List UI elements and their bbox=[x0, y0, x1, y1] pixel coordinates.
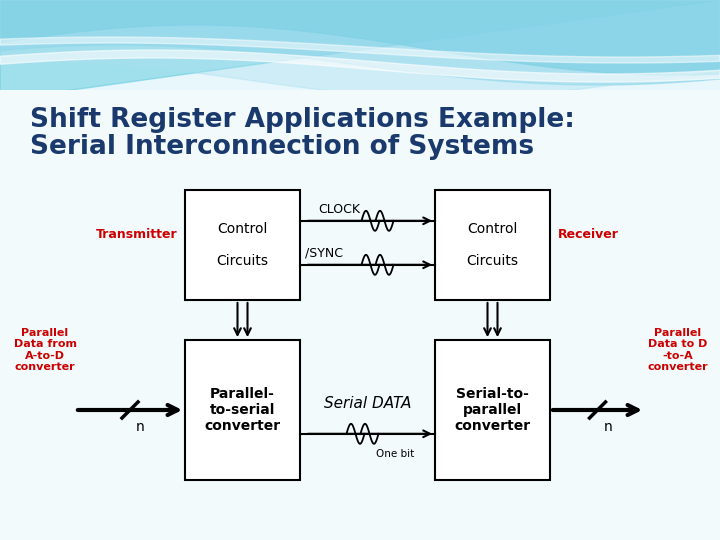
Text: One bit: One bit bbox=[376, 449, 414, 459]
Bar bbox=[0, 90, 720, 540]
Text: Serial Interconnection of Systems: Serial Interconnection of Systems bbox=[30, 134, 534, 160]
Polygon shape bbox=[0, 0, 720, 100]
Bar bbox=[185, 340, 300, 480]
Bar bbox=[185, 190, 300, 300]
Text: Parallel
Data from
A-to-D
converter: Parallel Data from A-to-D converter bbox=[14, 328, 76, 373]
Text: Serial DATA: Serial DATA bbox=[324, 396, 411, 411]
Text: Serial-to-
parallel
converter: Serial-to- parallel converter bbox=[454, 387, 531, 433]
Bar bbox=[435, 190, 550, 300]
Text: Shift Register Applications Example:: Shift Register Applications Example: bbox=[30, 107, 575, 133]
Bar bbox=[0, 90, 720, 540]
Text: Parallel
Data to D
-to-A
converter: Parallel Data to D -to-A converter bbox=[648, 328, 708, 373]
Bar bbox=[435, 340, 550, 480]
Text: n: n bbox=[603, 420, 612, 434]
Text: Receiver: Receiver bbox=[558, 227, 619, 240]
Text: /SYNC: /SYNC bbox=[305, 247, 343, 260]
Text: Control

Circuits: Control Circuits bbox=[467, 222, 518, 268]
Text: Parallel-
to-serial
converter: Parallel- to-serial converter bbox=[204, 387, 281, 433]
Text: Control

Circuits: Control Circuits bbox=[217, 222, 269, 268]
Text: CLOCK: CLOCK bbox=[318, 203, 360, 216]
Text: Transmitter: Transmitter bbox=[95, 227, 177, 240]
Text: n: n bbox=[136, 420, 145, 434]
